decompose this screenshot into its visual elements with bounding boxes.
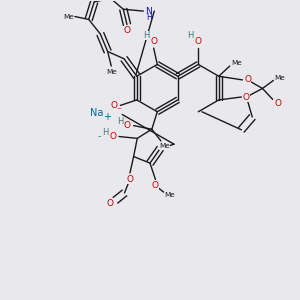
Text: O: O <box>152 181 159 190</box>
Text: Me: Me <box>274 74 285 80</box>
Text: O: O <box>127 175 134 184</box>
Text: H: H <box>143 31 149 40</box>
Text: O: O <box>274 98 281 107</box>
Text: O: O <box>243 92 250 101</box>
Text: Na: Na <box>90 108 104 118</box>
Text: O: O <box>110 132 117 141</box>
Text: H: H <box>117 117 124 126</box>
Text: ⁻: ⁻ <box>116 106 121 116</box>
Text: O: O <box>124 26 130 35</box>
Text: Me: Me <box>106 69 117 75</box>
Text: Me: Me <box>231 60 242 66</box>
Text: -: - <box>97 131 101 142</box>
Text: Me: Me <box>159 143 170 149</box>
Text: Me: Me <box>63 14 74 20</box>
Text: O: O <box>195 37 202 46</box>
Text: Me: Me <box>165 192 176 198</box>
Text: O: O <box>244 75 251 84</box>
Text: H: H <box>146 13 152 22</box>
Text: O: O <box>107 199 114 208</box>
Text: N: N <box>146 7 152 16</box>
Text: H: H <box>187 31 194 40</box>
Text: O: O <box>124 121 131 130</box>
Text: +: + <box>103 112 111 122</box>
Text: H: H <box>102 128 108 137</box>
Text: O: O <box>110 101 117 110</box>
Text: O: O <box>150 37 157 46</box>
